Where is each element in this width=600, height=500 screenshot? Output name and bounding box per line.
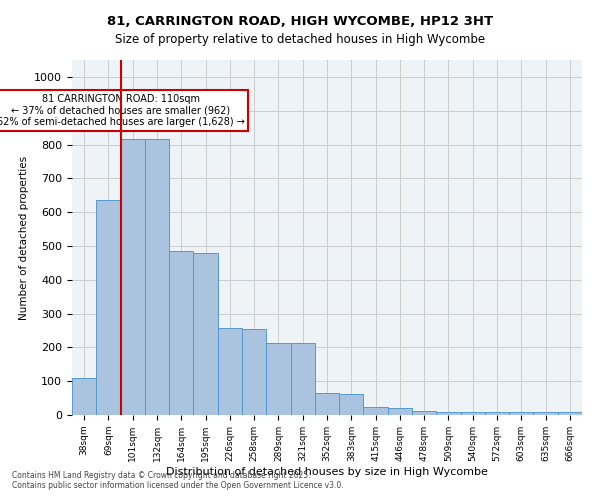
Bar <box>533 412 558 415</box>
Bar <box>266 344 290 415</box>
Text: Size of property relative to detached houses in High Wycombe: Size of property relative to detached ho… <box>115 32 485 46</box>
Text: 81, CARRINGTON ROAD, HIGH WYCOMBE, HP12 3HT: 81, CARRINGTON ROAD, HIGH WYCOMBE, HP12 … <box>107 15 493 28</box>
Bar <box>218 328 242 415</box>
Bar <box>169 251 193 415</box>
Bar <box>315 393 339 415</box>
Bar <box>72 378 96 415</box>
X-axis label: Distribution of detached houses by size in High Wycombe: Distribution of detached houses by size … <box>166 466 488 476</box>
Bar <box>558 412 582 415</box>
Bar <box>364 406 388 415</box>
Bar <box>290 344 315 415</box>
Bar <box>145 140 169 415</box>
Bar <box>96 200 121 415</box>
Text: Contains HM Land Registry data © Crown copyright and database right 2025.
Contai: Contains HM Land Registry data © Crown c… <box>12 470 344 490</box>
Bar <box>193 252 218 415</box>
Bar <box>121 140 145 415</box>
Bar <box>509 412 533 415</box>
Y-axis label: Number of detached properties: Number of detached properties <box>19 156 29 320</box>
Bar <box>461 412 485 415</box>
Bar <box>242 329 266 415</box>
Bar <box>388 408 412 415</box>
Text: 81 CARRINGTON ROAD: 110sqm
← 37% of detached houses are smaller (962)
62% of sem: 81 CARRINGTON ROAD: 110sqm ← 37% of deta… <box>0 94 245 128</box>
Bar <box>436 412 461 415</box>
Bar <box>339 394 364 415</box>
Bar <box>485 412 509 415</box>
Bar <box>412 410 436 415</box>
